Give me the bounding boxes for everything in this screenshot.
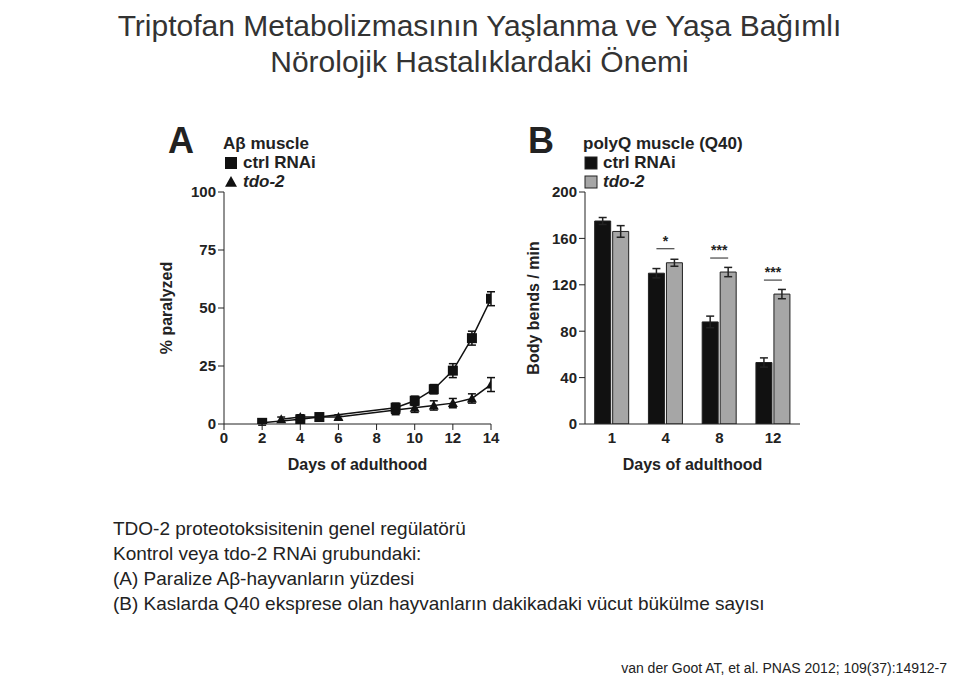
svg-text:4: 4 bbox=[296, 429, 305, 446]
svg-text:40: 40 bbox=[560, 369, 577, 386]
svg-text:4: 4 bbox=[661, 429, 670, 446]
html-text:B: B bbox=[528, 120, 554, 161]
html-text:ctrl RNAi: ctrl RNAi bbox=[243, 153, 316, 172]
svg-text:80: 80 bbox=[560, 323, 577, 340]
svg-text:50: 50 bbox=[199, 299, 216, 316]
svg-text:Days of adulthood: Days of adulthood bbox=[623, 456, 763, 473]
svg-text:0: 0 bbox=[569, 415, 577, 432]
html-text:ctrl RNAi: ctrl RNAi bbox=[603, 153, 676, 172]
html-text:van der Goot AT, et al. PNAS 2: van der Goot AT, et al. PNAS 2012; 109(3… bbox=[621, 660, 947, 676]
svg-text:0: 0 bbox=[208, 415, 216, 432]
svg-text:0: 0 bbox=[220, 429, 228, 446]
svg-text:25: 25 bbox=[199, 357, 216, 374]
svg-text:Body bends / min: Body bends / min bbox=[525, 241, 542, 374]
svg-text:120: 120 bbox=[552, 276, 577, 293]
svg-text:8: 8 bbox=[715, 429, 723, 446]
svg-text:8: 8 bbox=[372, 429, 380, 446]
html-text:TDO-2 proteotoksisitenin genel: TDO-2 proteotoksisitenin genel regülatör… bbox=[113, 518, 466, 539]
svg-text:14: 14 bbox=[483, 429, 500, 446]
svg-text:6: 6 bbox=[334, 429, 342, 446]
html-text:Triptofan Metabolizmasının Yaş: Triptofan Metabolizmasının Yaşlanma ve Y… bbox=[117, 9, 842, 42]
html-text:Nörolojik Hastalıklardaki Önem: Nörolojik Hastalıklardaki Önemi bbox=[270, 45, 689, 78]
svg-text:12: 12 bbox=[445, 429, 462, 446]
svg-text:10: 10 bbox=[406, 429, 423, 446]
html-text:polyQ muscle (Q40): polyQ muscle (Q40) bbox=[583, 134, 743, 153]
svg-text:200: 200 bbox=[552, 183, 577, 200]
html-text:tdo-2: tdo-2 bbox=[243, 172, 285, 191]
svg-text:***: *** bbox=[711, 242, 728, 258]
html-text:(A) Paralize Aβ-hayvanların yü: (A) Paralize Aβ-hayvanların yüzdesi bbox=[113, 568, 415, 589]
svg-text:100: 100 bbox=[191, 183, 216, 200]
html-text:(B) Kaslarda Q40 eksprese olan: (B) Kaslarda Q40 eksprese olan hayvanlar… bbox=[113, 593, 765, 614]
svg-text:*: * bbox=[663, 233, 669, 249]
html-text:Kontrol veya tdo-2 RNAi grubun: Kontrol veya tdo-2 RNAi grubundaki: bbox=[113, 543, 422, 564]
svg-text:2: 2 bbox=[258, 429, 266, 446]
svg-text:160: 160 bbox=[552, 230, 577, 247]
svg-text:75: 75 bbox=[199, 241, 216, 258]
svg-text:1: 1 bbox=[608, 429, 616, 446]
html-text:tdo-2: tdo-2 bbox=[603, 172, 645, 191]
svg-text:% paralyzed: % paralyzed bbox=[158, 262, 175, 354]
html-text:A: A bbox=[168, 120, 194, 161]
svg-text:12: 12 bbox=[765, 429, 782, 446]
svg-text:Days of adulthood: Days of adulthood bbox=[288, 456, 428, 473]
svg-text:***: *** bbox=[765, 264, 782, 280]
html-text:Aβ muscle: Aβ muscle bbox=[223, 134, 309, 153]
